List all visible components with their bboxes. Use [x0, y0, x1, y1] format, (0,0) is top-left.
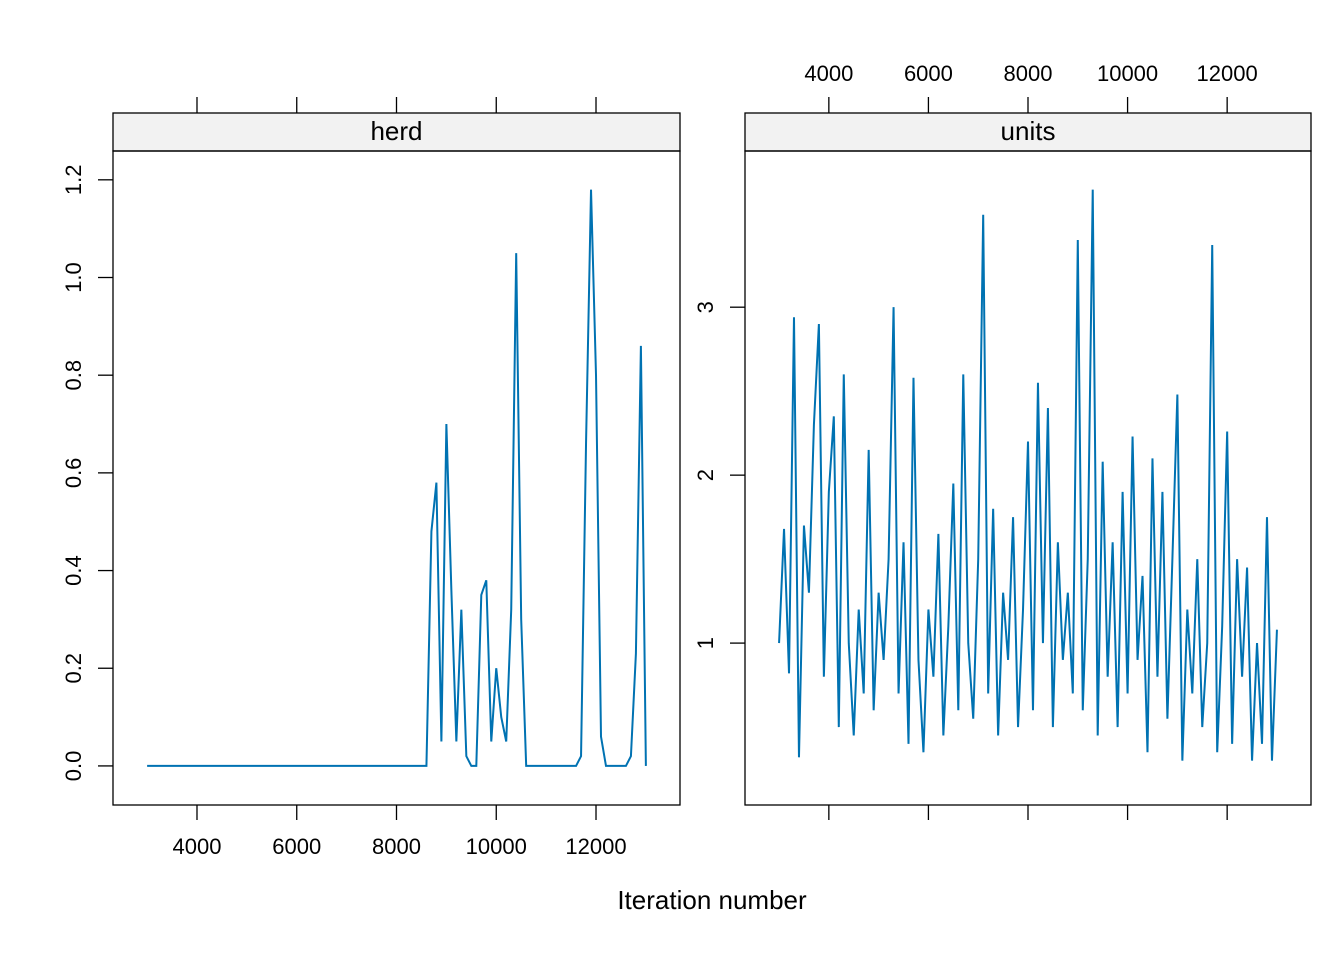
x-tick-label: 4000: [804, 61, 853, 86]
x-tick-label: 10000: [466, 834, 527, 859]
panel-frame: [112, 150, 681, 806]
x-tick-label: 12000: [1197, 61, 1258, 86]
y-tick-label: 0.2: [61, 653, 86, 684]
y-tick-label: 0.0: [61, 751, 86, 782]
y-tick-label: 1.0: [61, 262, 86, 293]
trace-line: [147, 189, 647, 767]
x-tick-label: 12000: [565, 834, 626, 859]
y-tick-label: 2: [693, 469, 718, 481]
panel-strip: [112, 112, 681, 152]
panel-strip: [744, 112, 1312, 152]
y-tick-label: 3: [693, 301, 718, 313]
x-tick-label: 6000: [904, 61, 953, 86]
panel-title: units: [1001, 116, 1056, 146]
x-tick-label: 6000: [272, 834, 321, 859]
x-tick-label: 4000: [173, 834, 222, 859]
y-tick-label: 0.6: [61, 458, 86, 489]
trace-line: [778, 189, 1278, 761]
x-axis-label: Iteration number: [617, 885, 807, 915]
y-tick-label: 1: [693, 637, 718, 649]
x-tick-label: 8000: [372, 834, 421, 859]
y-tick-label: 1.2: [61, 165, 86, 196]
panel-title: herd: [370, 116, 422, 146]
panel-frame: [744, 150, 1312, 806]
x-tick-label: 10000: [1097, 61, 1158, 86]
y-tick-label: 0.8: [61, 360, 86, 391]
y-tick-label: 0.4: [61, 555, 86, 586]
x-tick-label: 8000: [1004, 61, 1053, 86]
